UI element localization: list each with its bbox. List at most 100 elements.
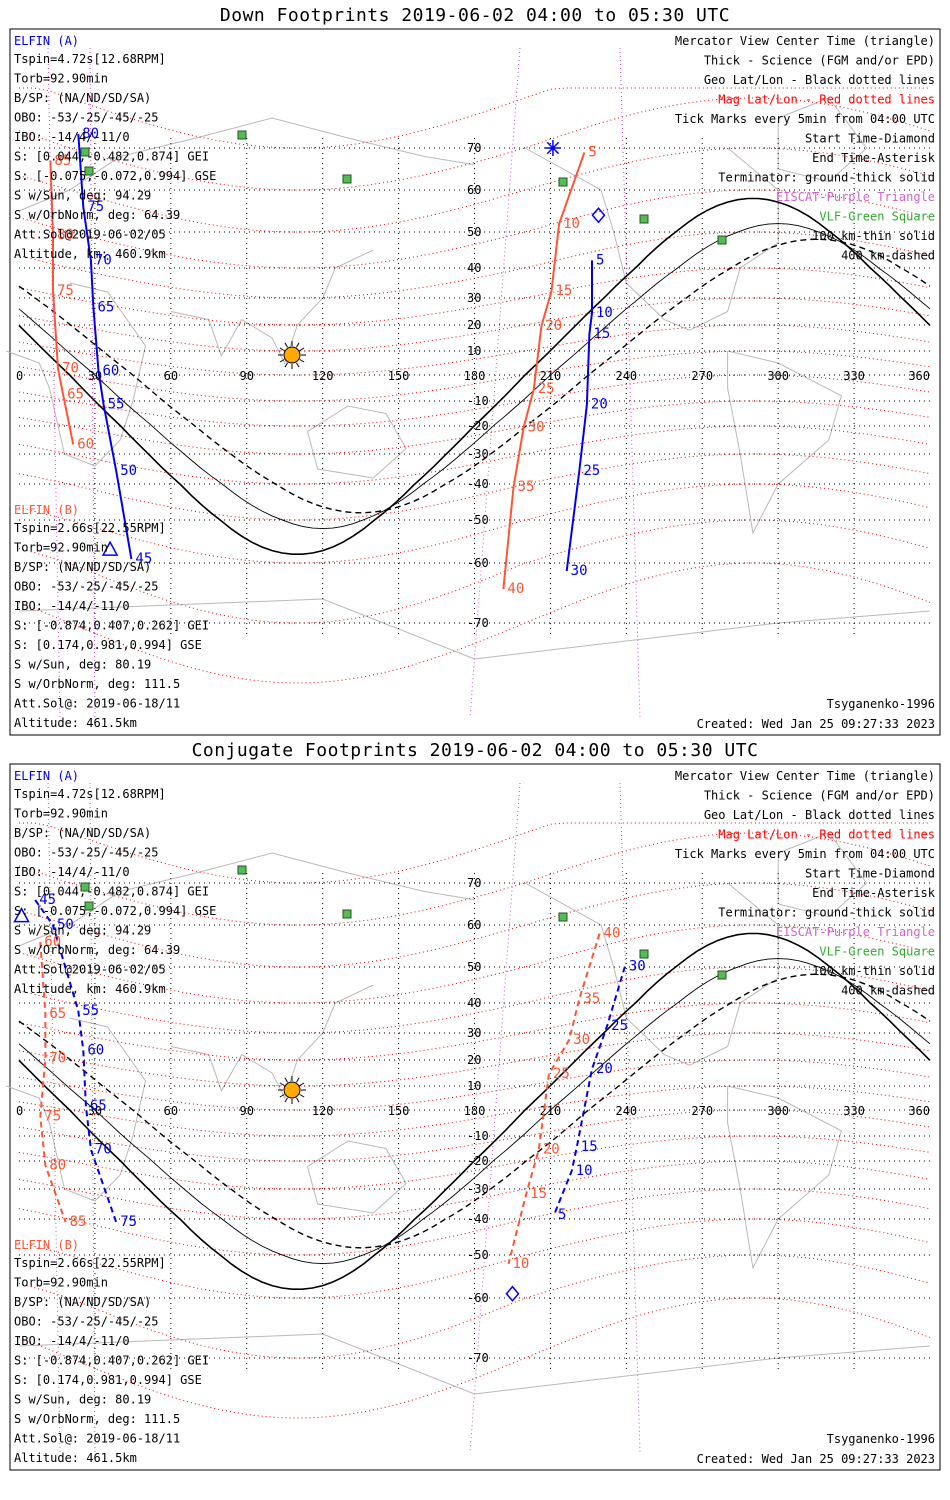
elfin-a-tick-label: 10 — [596, 305, 613, 321]
elfin-b-param: Altitude: 461.5km — [14, 716, 137, 730]
elfin-a-param: OBO: -53/-25/-45/-25 — [14, 111, 159, 125]
start-diamond-icon — [505, 1285, 520, 1302]
sun-ray — [299, 347, 305, 351]
lon-tick-label: 360 — [908, 369, 930, 383]
lat-tick-label: -50 — [467, 1248, 489, 1262]
coastline-4 — [524, 147, 779, 331]
elfin-b-tick-label: 40 — [604, 926, 621, 942]
elfin-a-param: Att.Sol@2019-06-02/05 — [14, 228, 166, 242]
elfin-b-param: S w/Sun, deg: 80.19 — [14, 658, 151, 672]
elfin-a-tick-label: 65 — [90, 1098, 107, 1114]
coastline-2 — [170, 249, 374, 365]
elfin-a-param: Tspin=4.72s[12.68RPM] — [14, 787, 166, 801]
elfin-a-tick-label: 70 — [95, 252, 112, 268]
elfin-a-param: S: [0.044,-0.482,0.874] GEI — [14, 150, 209, 164]
mag-grid — [18, 822, 931, 1419]
lon-tick-label: 0 — [16, 1104, 23, 1118]
elfin-a-tick-label: 25 — [611, 1018, 628, 1034]
elfin-b-tick-label: 40 — [507, 581, 524, 597]
mag-parallel — [18, 1254, 931, 1359]
sun-ray — [299, 1082, 305, 1086]
elfin-b-tick-label: 10 — [563, 216, 580, 232]
lat-tick-label: 50 — [467, 225, 481, 239]
elfin-b-track-seg-0 — [507, 933, 601, 1265]
sun-ray — [299, 1094, 305, 1098]
elfin-b-param: B/SP: (NA/ND/SD/SA) — [14, 1295, 151, 1309]
elfin-b-name: ELFIN (B) — [14, 1238, 79, 1252]
legend-item: Mag Lat/Lon - Red dotted lines — [718, 93, 935, 107]
legend-item: 400 km-dashed — [841, 984, 935, 998]
elfin-a-tick-label: 5 — [596, 252, 604, 268]
mag-grid — [18, 87, 931, 684]
legend-item: Start Time-Diamond — [805, 132, 935, 146]
mag-parallel — [18, 882, 931, 968]
elfin-b-param: S w/Sun, deg: 80.19 — [14, 1393, 151, 1407]
legend-item: EISCAT-Purple Triangle — [776, 190, 935, 204]
coastline-3 — [307, 1140, 407, 1214]
lon-tick-label: 90 — [240, 1104, 254, 1118]
mag-parallel — [18, 966, 931, 1034]
lat-tick-label: -60 — [467, 1291, 489, 1305]
lat-tick-label: 70 — [467, 141, 481, 155]
legend-item: End Time-Asterisk — [812, 151, 936, 165]
vlf-square-icon — [80, 882, 90, 892]
mag-parallel — [18, 1218, 931, 1299]
elfin-a-tick-label: 75 — [120, 1214, 137, 1230]
lat-tick-label: 40 — [467, 261, 481, 275]
sun-ray — [279, 1094, 285, 1098]
elfin-a-param: S w/Sun, deg: 94.29 — [14, 924, 151, 938]
lon-tick-label: 60 — [164, 1104, 178, 1118]
lon-tick-label: 150 — [388, 1104, 410, 1118]
legend-item: Geo Lat/Lon - Black dotted lines — [704, 808, 935, 822]
elfin-b-tick-label: 85 — [54, 153, 71, 169]
elfin-b-param: S w/OrbNorm, deg: 111.5 — [14, 677, 180, 691]
lat-tick-label: 10 — [467, 344, 481, 358]
elfin-b-track-seg-1 — [39, 941, 67, 1223]
coastline-6 — [777, 832, 868, 918]
legend-item: Tick Marks every 5min from 04:00 UTC — [675, 847, 935, 861]
sun-ray — [284, 1077, 288, 1083]
lon-tick-label: 300 — [767, 1104, 789, 1118]
elfin-b-tick-label: 20 — [545, 318, 562, 334]
sun-ray — [279, 359, 285, 363]
legend-item: 100 km-thin solid — [812, 229, 935, 243]
lat-tick-label: -30 — [467, 1182, 489, 1196]
mag-parallel — [18, 483, 931, 564]
vlf-square-icon — [639, 949, 649, 959]
terminator-400km — [18, 973, 931, 1249]
elfin-b-param: Att.Sol@: 2019-06-18/11 — [14, 697, 180, 711]
lon-tick-label: 150 — [388, 369, 410, 383]
legend-item: EISCAT-Purple Triangle — [776, 925, 935, 939]
lon-tick-label: 270 — [691, 1104, 713, 1118]
lon-tick-label: 330 — [843, 369, 865, 383]
elfin-b-tick-label: 85 — [70, 1214, 87, 1230]
legend-item: Tick Marks every 5min from 04:00 UTC — [675, 112, 935, 126]
elfin-a-tick-label: 30 — [629, 959, 646, 975]
sun-ray — [296, 1077, 300, 1083]
sun-ray — [299, 359, 305, 363]
elfin-a-param: Altitude, km: 460.9km — [14, 247, 166, 261]
elfin-a-tick-label: 15 — [593, 326, 610, 342]
mag-parallel — [18, 519, 931, 624]
vlf-square-icon — [639, 214, 649, 224]
lat-tick-label: 30 — [467, 1026, 481, 1040]
lat-tick-label: -20 — [467, 1154, 489, 1168]
mag-parallel — [18, 231, 931, 299]
elfin-b-param: Att.Sol@: 2019-06-18/11 — [14, 1432, 180, 1446]
lat-tick-label: -10 — [467, 1129, 489, 1143]
lon-tick-label: 240 — [615, 369, 637, 383]
model-name: Tsyganenko-1996 — [827, 697, 935, 711]
elfin-b-tick-label: 15 — [555, 283, 572, 299]
coastline-3 — [307, 405, 407, 479]
elfin-a-tick-label: 5 — [558, 1207, 566, 1223]
lat-tick-label: 60 — [467, 918, 481, 932]
elfin-b-param: Torb=92.90min — [14, 541, 108, 555]
elfin-b-tick-label: 75 — [57, 283, 74, 299]
panel-frame — [9, 763, 941, 1471]
mag-parallel — [18, 147, 931, 233]
sun-ray — [284, 362, 288, 368]
vlf-square-icon — [558, 912, 568, 922]
sun-ray — [284, 1097, 288, 1103]
elfin-b-param: S: [-0.874,0.407,0.262] GEI — [14, 1354, 209, 1368]
elfin-b-tick-label: 80 — [57, 227, 74, 243]
